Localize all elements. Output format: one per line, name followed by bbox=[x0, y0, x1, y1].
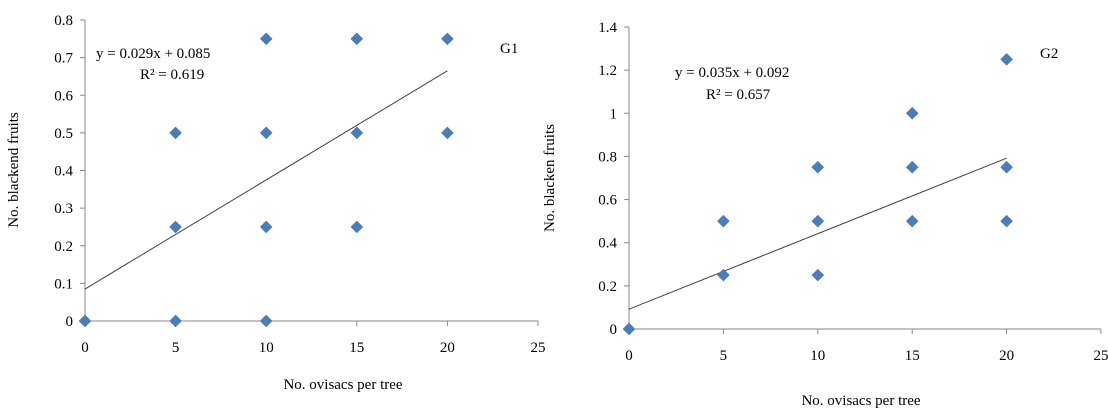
data-point bbox=[259, 126, 273, 140]
y-tick-label: 0.2 bbox=[54, 239, 73, 255]
data-point bbox=[441, 126, 454, 140]
y-tick-label: 1.2 bbox=[598, 63, 617, 79]
data-point bbox=[169, 314, 182, 328]
x-tick-label: 5 bbox=[720, 348, 728, 364]
trend-r-squared: R² = 0.657 bbox=[706, 87, 771, 103]
x-tick-label: 20 bbox=[999, 348, 1014, 364]
y-tick-label: 0.4 bbox=[54, 164, 73, 180]
y-tick-label: 0.7 bbox=[54, 51, 73, 67]
x-axis-title: No. ovisacs per tree bbox=[283, 377, 402, 393]
data-point bbox=[169, 126, 182, 140]
data-point bbox=[169, 220, 182, 234]
data-point bbox=[717, 268, 730, 282]
data-point bbox=[259, 220, 273, 234]
y-tick-label: 0 bbox=[66, 314, 74, 330]
trend-equation: y = 0.035x + 0.092 bbox=[675, 65, 789, 81]
y-tick-label: 0 bbox=[610, 322, 618, 338]
data-point bbox=[1000, 53, 1013, 66]
data-point bbox=[1000, 214, 1013, 228]
y-tick-label: 0.2 bbox=[598, 279, 617, 295]
y-tick-label: 0.6 bbox=[598, 193, 617, 209]
data-point bbox=[78, 314, 92, 328]
data-point bbox=[905, 106, 919, 120]
data-point bbox=[811, 268, 825, 282]
x-tick-label: 25 bbox=[1094, 348, 1108, 364]
x-tick-label: 0 bbox=[81, 340, 89, 356]
x-tick-label: 15 bbox=[349, 340, 364, 356]
trend-equation: y = 0.029x + 0.085 bbox=[96, 46, 210, 62]
x-axis-title: No. ovisacs per tree bbox=[801, 393, 920, 409]
y-tick-label: 1 bbox=[610, 106, 618, 122]
x-tick-label: 25 bbox=[531, 340, 546, 356]
data-point bbox=[441, 32, 454, 46]
y-tick-label: 0.1 bbox=[54, 276, 73, 292]
data-point bbox=[717, 214, 730, 228]
data-point bbox=[350, 32, 364, 46]
y-tick-label: 0.3 bbox=[54, 201, 73, 217]
panel-label: G1 bbox=[500, 41, 518, 57]
trendline bbox=[628, 157, 1007, 310]
data-points bbox=[622, 53, 1013, 336]
x-tick-label: 20 bbox=[440, 340, 455, 356]
x-tick-label: 15 bbox=[905, 348, 920, 364]
y-axis-title: No. blackend fruits bbox=[6, 112, 22, 228]
data-point bbox=[811, 160, 825, 174]
data-point bbox=[905, 160, 919, 174]
y-tick-label: 0.8 bbox=[598, 149, 617, 165]
y-ticks: 0 0.1 0.2 0.3 0.4 0.5 0.6 0.7 0.8 bbox=[54, 13, 85, 330]
data-point bbox=[259, 32, 273, 46]
y-tick-label: 0.6 bbox=[54, 88, 73, 104]
trend-r-squared: R² = 0.619 bbox=[140, 67, 204, 83]
data-point bbox=[905, 214, 919, 228]
x-tick-label: 10 bbox=[259, 340, 274, 356]
x-ticks: 0 5 10 15 20 25 bbox=[625, 329, 1108, 364]
data-point bbox=[1000, 160, 1013, 174]
panel-label: G2 bbox=[1040, 46, 1058, 62]
y-axis-title: No. blacken fruits bbox=[542, 124, 558, 232]
data-points bbox=[78, 32, 454, 328]
data-point bbox=[259, 314, 273, 328]
chart-panel-g1: 0 0.1 0.2 0.3 0.4 0.5 0.6 0.7 0.8 0 5 10 15 20 25 No.… bbox=[6, 13, 546, 393]
x-tick-label: 0 bbox=[625, 348, 633, 364]
chart-panel-g2: 0 0.2 0.4 0.6 0.8 1 1.2 1.4 0 5 10 15 20 25 No. blac… bbox=[542, 20, 1108, 409]
data-point bbox=[622, 322, 636, 336]
y-ticks: 0 0.2 0.4 0.6 0.8 1 1.2 1.4 bbox=[598, 20, 629, 338]
x-tick-label: 5 bbox=[172, 340, 180, 356]
x-ticks: 0 5 10 15 20 25 bbox=[81, 321, 546, 356]
y-tick-label: 0.8 bbox=[54, 13, 73, 29]
y-tick-label: 0.4 bbox=[598, 236, 617, 252]
trendline bbox=[84, 70, 448, 290]
data-point bbox=[350, 126, 364, 140]
y-tick-label: 0.5 bbox=[54, 126, 73, 142]
data-point bbox=[811, 214, 825, 228]
y-tick-label: 1.4 bbox=[598, 20, 617, 36]
data-point bbox=[350, 220, 364, 234]
x-tick-label: 10 bbox=[810, 348, 825, 364]
